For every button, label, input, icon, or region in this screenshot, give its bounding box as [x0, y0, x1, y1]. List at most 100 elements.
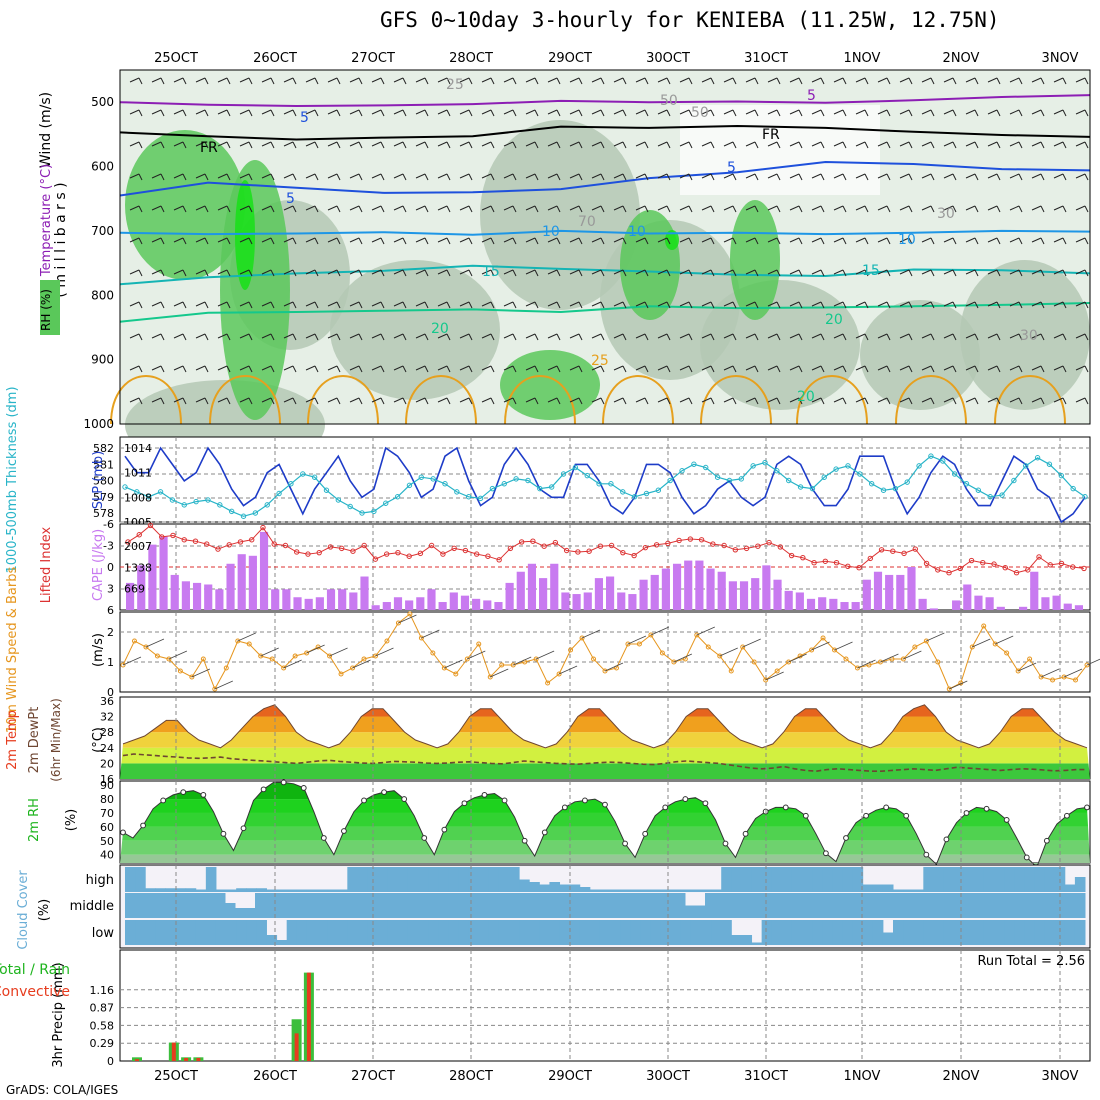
cloud-cell-high	[296, 889, 308, 892]
bottom-date-tick: 1NOV	[844, 1069, 881, 1084]
cape-bar	[684, 560, 693, 610]
rh-point	[180, 789, 187, 796]
precip-tick: 0.29	[90, 1037, 115, 1050]
thickness-point	[371, 508, 377, 515]
wind-speed-point	[671, 659, 677, 665]
cape-bar	[628, 594, 637, 610]
rh-area	[125, 130, 245, 280]
rh-point	[843, 835, 849, 841]
cloud-cell-middle	[825, 893, 836, 918]
cloud-cell-middle	[815, 893, 826, 918]
thickness-point	[311, 474, 318, 480]
precip-panel-frame	[119, 949, 1091, 1062]
rh2m-unit: (%)	[64, 809, 79, 832]
lifted-point	[957, 565, 963, 572]
wind-speed-point	[487, 674, 493, 680]
cloud-cell-low	[175, 920, 187, 945]
cloud-cell-high	[418, 867, 429, 892]
cloud-cell-middle	[295, 893, 306, 918]
thickness-point	[169, 497, 176, 503]
wind-speed-point	[935, 659, 941, 665]
thickness-point	[880, 487, 887, 493]
wind-speed-point	[1050, 677, 1056, 683]
temp-unit: (°C)	[91, 727, 106, 753]
rh-point	[662, 804, 669, 811]
wind-speed-point	[223, 665, 229, 671]
rh-point	[1023, 854, 1030, 861]
chart-title: GFS 0~10day 3-hourly for KENIEBA (11.25W…	[380, 8, 1000, 32]
cloud-cell-middle	[305, 893, 316, 918]
thickness-point	[750, 463, 756, 469]
lifted-point	[698, 537, 705, 543]
cloud-cell-low	[286, 920, 298, 945]
cape-bar	[650, 574, 659, 610]
lifted-tick: 0	[107, 561, 114, 574]
cape-bar	[483, 600, 492, 610]
cloud-cell-middle	[585, 893, 596, 918]
cloud-cell-high	[488, 867, 500, 892]
cloud-cell-middle	[355, 893, 366, 918]
cloud-cell-low	[670, 920, 682, 945]
lifted-point	[451, 545, 457, 552]
temperature-label: Temperature (°C)	[39, 164, 54, 277]
cloud-cell-high	[670, 889, 682, 892]
cloud-cell-low	[397, 920, 409, 945]
bottom-date-tick: 26OCT	[253, 1069, 297, 1084]
cloud-cell-middle	[725, 893, 736, 918]
rh-label: RH (%)	[39, 289, 53, 331]
lifted-tick: 6	[107, 604, 114, 617]
thickness-point	[383, 500, 389, 506]
cloud-cell-low	[226, 920, 237, 945]
thickness-point	[252, 510, 259, 516]
thickness-point	[489, 485, 496, 492]
cloud-cell-high	[387, 867, 399, 892]
isotherm-25	[307, 375, 379, 425]
wind-barb	[604, 662, 624, 672]
contour-label: 5	[300, 110, 309, 126]
rh-point	[622, 840, 628, 847]
thickness-point	[643, 490, 650, 497]
wind-barb	[627, 635, 647, 645]
cape-bar	[427, 589, 436, 610]
wind-barb	[650, 626, 670, 636]
cape-bar	[293, 597, 302, 610]
cloud-cell-high	[559, 884, 571, 892]
contour-label: 20	[797, 389, 815, 405]
lifted-point	[867, 555, 874, 562]
cloud-cell-middle	[765, 893, 776, 918]
cloud-cell-middle	[445, 893, 456, 918]
rh-point	[1084, 804, 1090, 811]
lifted-point	[361, 542, 367, 549]
bottom-date-tick: 3NOV	[1042, 1069, 1079, 1084]
cape-bar	[259, 531, 269, 610]
cape-bar	[539, 578, 548, 610]
cape-bar	[1063, 603, 1072, 610]
cloud-cell-middle	[315, 893, 326, 918]
cloud-cell-high	[599, 889, 611, 892]
lifted-point	[496, 557, 502, 563]
cloud-cell-high	[438, 867, 449, 892]
cloud-cell-middle	[755, 893, 766, 918]
cloud-cell-low	[569, 920, 581, 945]
cloud-cell-high	[579, 887, 591, 892]
cape-bar	[751, 578, 760, 610]
cape-bar	[405, 600, 414, 610]
wind-speed-point	[545, 680, 551, 686]
thickness-point	[987, 494, 993, 500]
lifted-point	[788, 552, 795, 559]
isotherm-25	[209, 375, 281, 425]
thickness-point	[667, 477, 673, 484]
cloud-cell-middle	[675, 893, 686, 918]
wind10-label: 10m Wind Speed & Barbs	[5, 567, 20, 734]
lifted-point	[980, 560, 986, 566]
wind-speed-point	[843, 656, 849, 662]
rh-point	[461, 800, 468, 807]
precip-tick: 0.58	[90, 1019, 115, 1032]
wind-speed-point	[969, 644, 975, 650]
cloud-cell-middle	[365, 893, 376, 918]
rh-point	[140, 822, 146, 829]
cloud-cell-low	[165, 920, 177, 945]
cape-bar	[572, 594, 581, 610]
cloud-cell-high	[872, 884, 884, 892]
cloud-row-label: low	[92, 926, 115, 941]
